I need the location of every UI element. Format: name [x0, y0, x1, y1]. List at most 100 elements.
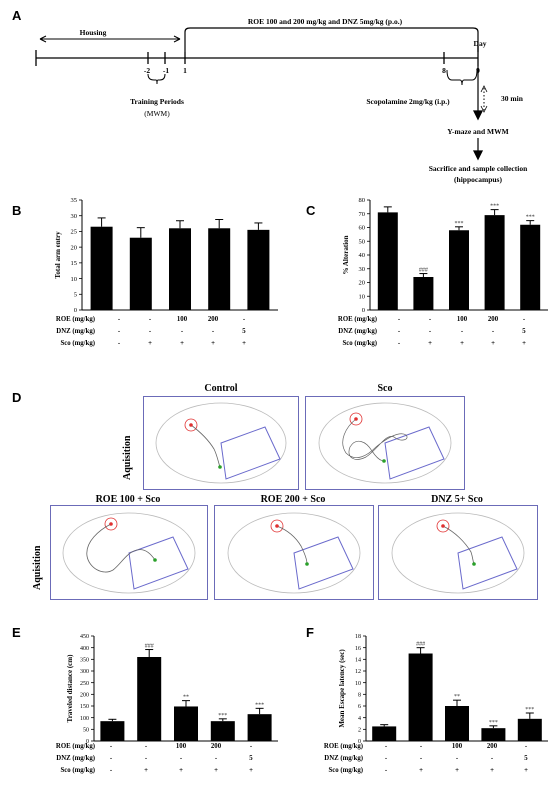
sacrifice-label: Sacrifice and sample collection	[429, 164, 528, 173]
tick-label: -2	[144, 66, 150, 75]
cell: -	[490, 755, 494, 762]
cell: +	[242, 340, 246, 347]
cell: -	[397, 316, 401, 323]
cell: -	[397, 328, 401, 335]
y-tick-label: 18	[355, 634, 361, 640]
cell: 5	[249, 755, 253, 762]
training-label: Training Periods	[130, 97, 184, 106]
y-tick-label: 300	[80, 669, 89, 675]
timeline-diagram: Housing ROE 100 and 200 mg/kg and DNZ 5m…	[35, 17, 528, 184]
training-sub-label: (MWM)	[144, 109, 170, 118]
chart-total-arm-entry: 0 5 10 15 20 25 30 35 Total arm entry	[54, 197, 278, 314]
cell: 100	[456, 316, 468, 323]
maze-title-sco: Sco	[377, 383, 393, 394]
significance-label: **	[183, 695, 189, 701]
bar	[481, 728, 506, 741]
scopolamine-label: Scopolamine 2mg/kg (i.p.)	[366, 97, 450, 106]
bar	[449, 230, 469, 310]
wait-label: 30 min	[501, 94, 524, 103]
cell: +	[428, 340, 432, 347]
bar	[372, 726, 397, 741]
cell: +	[249, 767, 253, 774]
cell: -	[428, 316, 432, 323]
significance-label: ***	[526, 215, 535, 221]
bar	[129, 237, 152, 310]
row-label: DNZ (mg/kg)	[56, 328, 95, 335]
y-tick-label: 15	[71, 260, 78, 267]
cell: +	[180, 340, 184, 347]
panel-label-e: E	[12, 625, 21, 640]
chart-traveled-distance: 0 50 100 150 200 250 300 350 400 450 Traveled dist…	[66, 634, 278, 745]
row-label: DNZ (mg/kg)	[324, 755, 363, 762]
cell: -	[428, 328, 432, 335]
cell: +	[211, 340, 215, 347]
tick-label: -1	[163, 66, 169, 75]
y-tick-label: 150	[80, 704, 89, 710]
bar	[247, 229, 270, 310]
cell: 200	[487, 316, 499, 323]
y-tick-label: 10	[359, 293, 366, 300]
row-label: ROE (mg/kg)	[55, 316, 95, 323]
bar	[520, 224, 541, 310]
significance-label: ***	[255, 702, 264, 708]
cell: -	[144, 755, 148, 762]
cell: 200	[207, 316, 219, 323]
row-label: Sco (mg/kg)	[328, 767, 363, 774]
cell: -	[419, 743, 423, 750]
cell: -	[109, 755, 113, 762]
cell: +	[455, 767, 459, 774]
y-tick-label: 2	[358, 728, 361, 734]
y-tick-label: 50	[359, 238, 366, 245]
y-tick-label: 200	[80, 693, 89, 699]
treatment-label: ROE 100 and 200 mg/kg and DNZ 5mg/kg (p.…	[248, 17, 403, 26]
significance-label: ***	[455, 221, 464, 227]
panel-label-b: B	[12, 203, 22, 218]
cell: -	[148, 328, 152, 335]
y-tick-label: 25	[71, 229, 78, 236]
y-axis-label: Total arm entry	[54, 231, 62, 279]
cell: -	[384, 767, 388, 774]
row-label: Sco (mg/kg)	[60, 767, 95, 774]
bar	[484, 215, 505, 310]
y-tick-label: 50	[83, 728, 89, 734]
bar	[210, 721, 235, 741]
y-tick-label: 0	[74, 307, 77, 314]
maze-title-roe200: ROE 200 + Sco	[260, 494, 326, 505]
cell: +	[524, 767, 528, 774]
maze-title-dnz5: DNZ 5+ Sco	[431, 494, 483, 505]
cell: -	[148, 316, 152, 323]
cell: -	[522, 316, 526, 323]
cell: 100	[175, 743, 187, 750]
maze-track-sco	[305, 396, 465, 490]
cell: +	[148, 340, 152, 347]
y-tick-label: 80	[359, 197, 366, 204]
chart-percent-alteration: 0 10 20 30 40 50 60 70 80 % Alteration ### *** *** **…	[342, 197, 548, 314]
panel-label-d: D	[12, 390, 22, 405]
row-label: DNZ (mg/kg)	[338, 328, 377, 335]
maze-track-dnz5	[378, 505, 538, 600]
y-tick-label: 40	[359, 252, 366, 259]
cell: +	[419, 767, 423, 774]
bar	[247, 714, 272, 741]
y-tick-label: 12	[355, 669, 361, 675]
maze-track-roe100	[50, 505, 208, 600]
y-tick-label: 20	[71, 244, 78, 251]
y-tick-label: 8	[358, 693, 361, 699]
y-tick-label: 10	[71, 276, 78, 283]
significance-label: ###	[416, 642, 425, 648]
bar	[100, 721, 125, 741]
row-label: ROE (mg/kg)	[337, 316, 377, 323]
cell: +	[522, 340, 526, 347]
cell: -	[117, 328, 121, 335]
cell: -	[211, 328, 215, 335]
day-label: Day	[474, 39, 487, 48]
y-tick-label: 350	[80, 658, 89, 664]
tick-label: 1	[183, 66, 187, 75]
cell: -	[242, 316, 246, 323]
cell: -	[524, 743, 528, 750]
sacrifice-sub-label: (hippocampus)	[454, 175, 502, 184]
panel-label-c: C	[306, 203, 316, 218]
bar	[517, 718, 542, 741]
tick-label: 9	[476, 66, 480, 75]
cell: -	[144, 743, 148, 750]
